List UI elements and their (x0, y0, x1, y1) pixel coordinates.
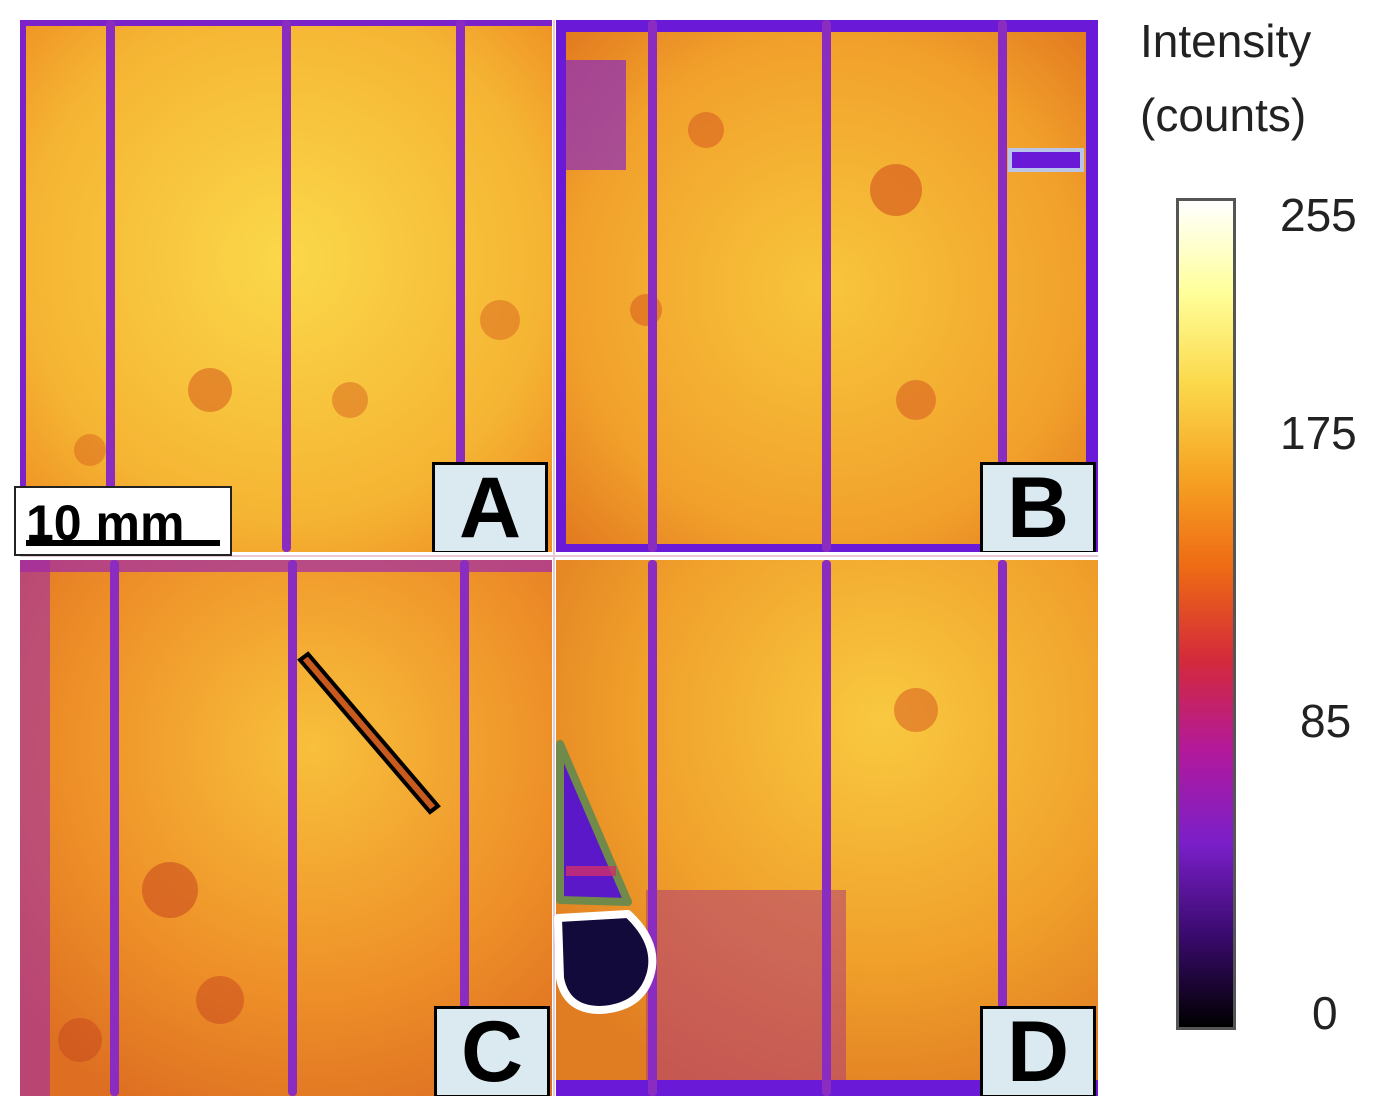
panel-a-image: A (20, 20, 552, 552)
panel-d-stripe-1 (648, 560, 657, 1096)
panel-d-stripe-2 (822, 560, 831, 1096)
panel-a-stripe-2 (282, 20, 291, 552)
colorbar-tick-175: 175 (1280, 407, 1357, 459)
panel-d-stripe-3 (998, 560, 1007, 1096)
scale-bar-line (26, 540, 220, 546)
panel-b-stripe-3 (998, 20, 1007, 552)
scale-bar: 10 mm (14, 486, 232, 556)
panel-d-image: D (556, 560, 1098, 1096)
colorbar-title-line2: (counts) (1140, 89, 1307, 141)
panel-b-roi-rectangle (1008, 148, 1084, 172)
colorbar-title-line1: Intensity (1140, 15, 1312, 67)
colorbar-tick-85: 85 (1300, 695, 1352, 747)
panel-a-label: A (432, 462, 548, 552)
panel-a-stripe-3 (456, 20, 465, 552)
panel-b-stripe-2 (822, 20, 831, 552)
panel-c-label: C (434, 1006, 550, 1096)
panel-b-stripe-1 (648, 20, 657, 552)
panel-c-stripe-1 (110, 560, 119, 1096)
panel-d-label: D (980, 1006, 1096, 1096)
panel-b-label: B (980, 462, 1096, 552)
panel-c-image: C (20, 560, 552, 1096)
panel-c-stripe-3 (460, 560, 469, 1096)
panel-b-image: B (556, 20, 1098, 552)
panel-a-stripe-1 (106, 20, 115, 552)
panel-c-stripe-2 (288, 560, 297, 1096)
colorbar (1176, 198, 1236, 1030)
colorbar-tick-255: 255 (1280, 189, 1357, 241)
colorbar-tick-0: 0 (1312, 987, 1338, 1039)
